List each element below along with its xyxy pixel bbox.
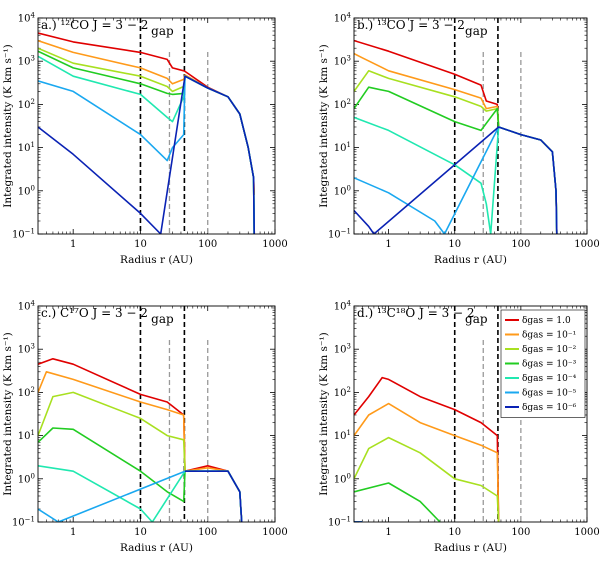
y-axis-label: Integrated intensity (K km s⁻¹) (318, 332, 330, 496)
gap-label: gap (465, 24, 488, 38)
series-line (354, 126, 558, 234)
y-tick-label: 100 (334, 184, 351, 197)
series-line (38, 75, 255, 234)
plot-frame (353, 17, 588, 235)
y-tick-label: 102 (18, 386, 35, 399)
y-tick-label: 102 (334, 98, 351, 111)
y-tick-label: 10−1 (328, 516, 351, 529)
series-line (38, 39, 255, 196)
panel-title: a.) ¹²CO J = 3 − 2 (41, 18, 148, 32)
legend-label: δgas = 10⁻⁶ (522, 403, 577, 413)
legend: δgas = 1.0 δgas = 10⁻¹ δgas = 10⁻² δgas = 1… (500, 309, 586, 418)
gap-label: gap (465, 312, 488, 326)
series-line (185, 470, 243, 522)
series-line (354, 402, 500, 522)
x-tick-label: 10 (448, 239, 461, 250)
legend-label: δgas = 10⁻⁴ (522, 374, 577, 384)
x-tick-label: 10 (448, 527, 461, 538)
x-axis-label: Radius r (AU) (120, 542, 193, 554)
y-tick-label: 104 (18, 12, 36, 25)
x-tick-label: 10 (134, 239, 147, 250)
y-tick-label: 103 (334, 343, 351, 356)
x-tick-label: 1000 (262, 239, 287, 250)
x-tick-label: 1 (385, 527, 391, 538)
series-line (38, 357, 243, 522)
gap-label: gap (151, 312, 174, 326)
y-tick-label: 103 (18, 55, 35, 68)
gap-label: gap (151, 24, 174, 38)
x-tick-label: 100 (198, 239, 217, 250)
y-tick-label: 104 (334, 300, 352, 313)
x-tick-label: 100 (198, 527, 217, 538)
x-tick-label: 1 (70, 239, 76, 250)
x-tick-label: 1 (385, 239, 391, 250)
y-tick-label: 104 (334, 12, 352, 25)
y-tick-label: 100 (18, 472, 35, 485)
legend-label: δgas = 10⁻¹ (522, 331, 576, 341)
y-tick-label: 102 (334, 386, 351, 399)
x-tick-label: 10 (134, 527, 147, 538)
y-tick-label: 101 (334, 429, 351, 442)
y-tick-label: 103 (18, 343, 35, 356)
x-tick-label: 1 (70, 527, 76, 538)
y-tick-label: 10−1 (328, 228, 351, 241)
series-line (354, 70, 558, 234)
panel-title: c.) C¹⁷O J = 3 − 2 (41, 306, 148, 320)
y-tick-label: 100 (18, 184, 35, 197)
x-axis-label: Radius r (AU) (120, 254, 193, 266)
y-axis-label: Integrated intensity (K km s⁻¹) (318, 44, 330, 208)
series-line (354, 376, 500, 522)
x-tick-label: 1000 (574, 527, 599, 538)
series-line (354, 436, 500, 522)
y-tick-label: 104 (18, 300, 36, 313)
legend-label: δgas = 10⁻⁵ (522, 389, 577, 399)
x-axis-label: Radius r (AU) (434, 254, 507, 266)
plot-frame (37, 17, 276, 235)
legend-label: δgas = 10⁻² (522, 345, 577, 355)
x-tick-label: 100 (511, 239, 530, 250)
panel-title: d.) ¹³C¹⁸O J = 3 − 2 (357, 306, 475, 320)
x-axis-label: Radius r (AU) (434, 542, 507, 554)
series-line (354, 482, 441, 522)
y-axis-label: Integrated intensity (K km s⁻¹) (2, 332, 14, 496)
y-tick-label: 10−1 (12, 516, 35, 529)
series-line (38, 32, 255, 196)
plot-frame (353, 305, 588, 523)
y-tick-label: 102 (18, 98, 35, 111)
legend-label: δgas = 10⁻³ (522, 360, 577, 370)
y-tick-label: 101 (18, 141, 35, 154)
plot-frame (37, 305, 276, 523)
y-tick-label: 101 (334, 141, 351, 154)
y-tick-label: 101 (18, 429, 35, 442)
legend-label: δgas = 1.0 (522, 316, 571, 326)
x-tick-label: 100 (511, 527, 530, 538)
x-tick-label: 1000 (262, 527, 287, 538)
y-axis-label: Integrated intensity (K km s⁻¹) (2, 44, 14, 208)
y-tick-label: 100 (334, 472, 351, 485)
y-tick-label: 10−1 (12, 228, 35, 241)
panel-title: b.) ¹³CO J = 3 − 2 (357, 18, 465, 32)
x-tick-label: 1000 (574, 239, 599, 250)
y-tick-label: 103 (334, 55, 351, 68)
series-line (38, 55, 255, 234)
